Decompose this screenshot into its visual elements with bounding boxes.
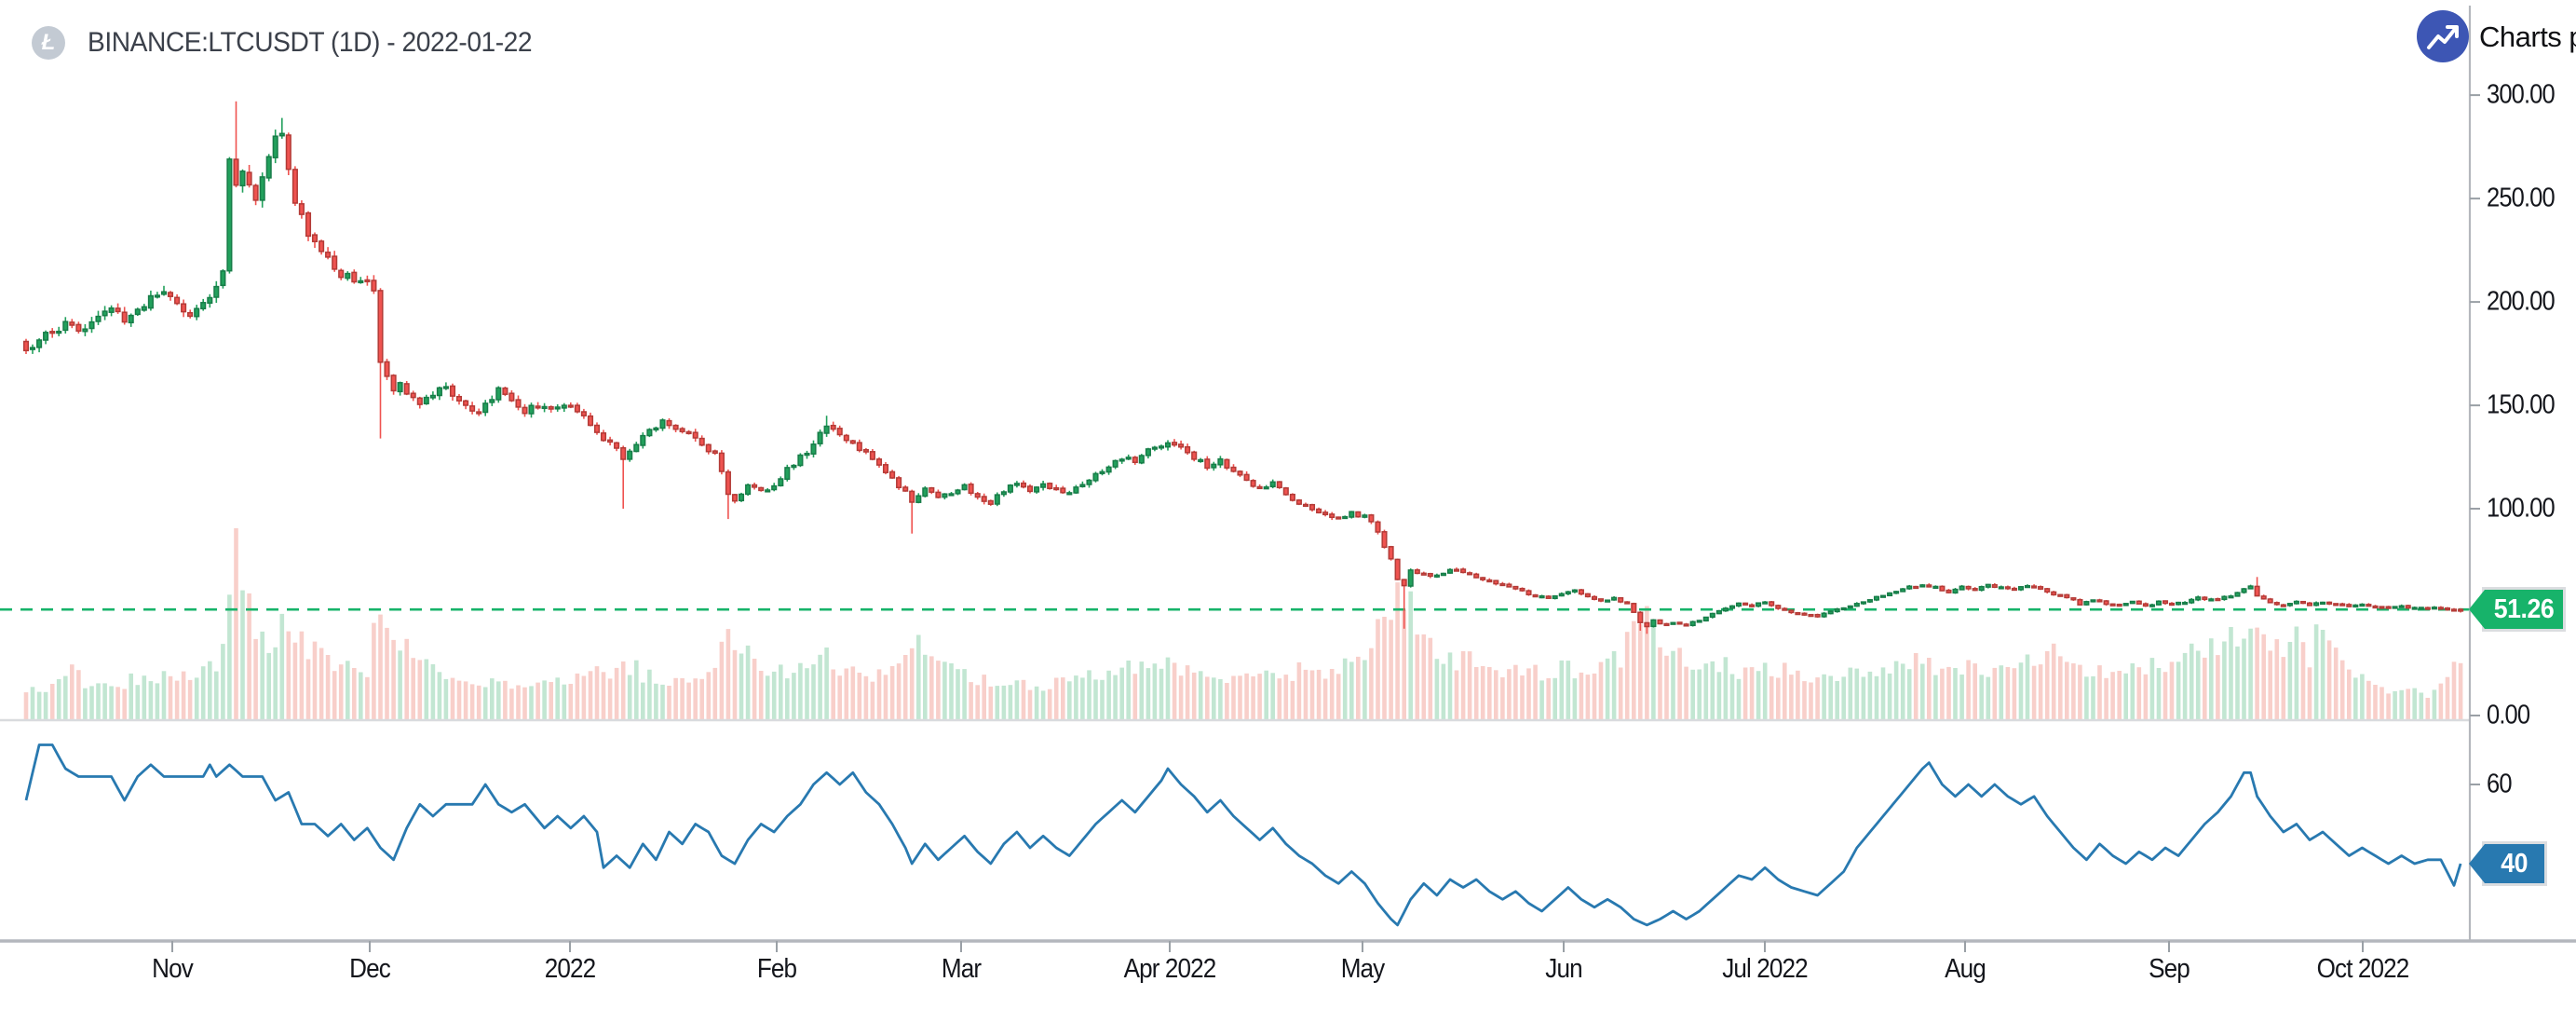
- time-tick-label: May: [1340, 954, 1386, 984]
- volume-layer: [23, 528, 2463, 719]
- current-price-tag[interactable]: 51.26: [2485, 590, 2563, 629]
- trending-up-icon: [2417, 10, 2469, 62]
- candles-layer: [22, 101, 2464, 634]
- time-tick-label: Oct 2022: [2316, 954, 2410, 984]
- chart-title: BINANCE:LTCUSDT (1D) - 2022-01-22: [88, 27, 533, 58]
- rsi-line: [24, 743, 2462, 927]
- time-tick-label: Apr 2022: [1123, 954, 1217, 984]
- price-tick-label: 200.00: [2487, 286, 2556, 317]
- time-tick-label: Mar: [941, 954, 982, 984]
- time-tick-label: Dec: [349, 954, 391, 984]
- charts-powered-label: Charts p: [2479, 20, 2576, 53]
- price-tick-label: 150.00: [2487, 389, 2556, 420]
- time-axis[interactable]: [0, 939, 2576, 952]
- time-tick-label: Jun: [1545, 954, 1582, 984]
- time-tick-label: Jul 2022: [1722, 954, 1808, 984]
- time-tick-label: Aug: [1945, 954, 1986, 984]
- current-price-value: 51.26: [2493, 593, 2555, 624]
- price-tick-label: 250.00: [2487, 183, 2556, 213]
- price-tick-label: 100.00: [2487, 493, 2556, 524]
- charts-powered-badge[interactable]: Charts p: [2416, 7, 2576, 67]
- time-tick-label: Feb: [756, 954, 797, 984]
- chart-header: Ł BINANCE:LTCUSDT (1D) - 2022-01-22: [32, 26, 561, 60]
- price-tick-label: 300.00: [2487, 79, 2556, 110]
- litecoin-logo-icon: Ł: [32, 26, 65, 60]
- time-tick-label: Sep: [2149, 954, 2190, 984]
- price-axis[interactable]: [2468, 6, 2480, 941]
- rsi-value: 40: [2501, 848, 2529, 879]
- rsi-value-tag[interactable]: 40: [2485, 844, 2544, 883]
- rsi-tick-label: 60: [2487, 769, 2513, 799]
- time-tick-label: 2022: [544, 954, 596, 984]
- price-tick-label: 0.00: [2487, 700, 2530, 730]
- time-tick-label: Nov: [152, 954, 194, 984]
